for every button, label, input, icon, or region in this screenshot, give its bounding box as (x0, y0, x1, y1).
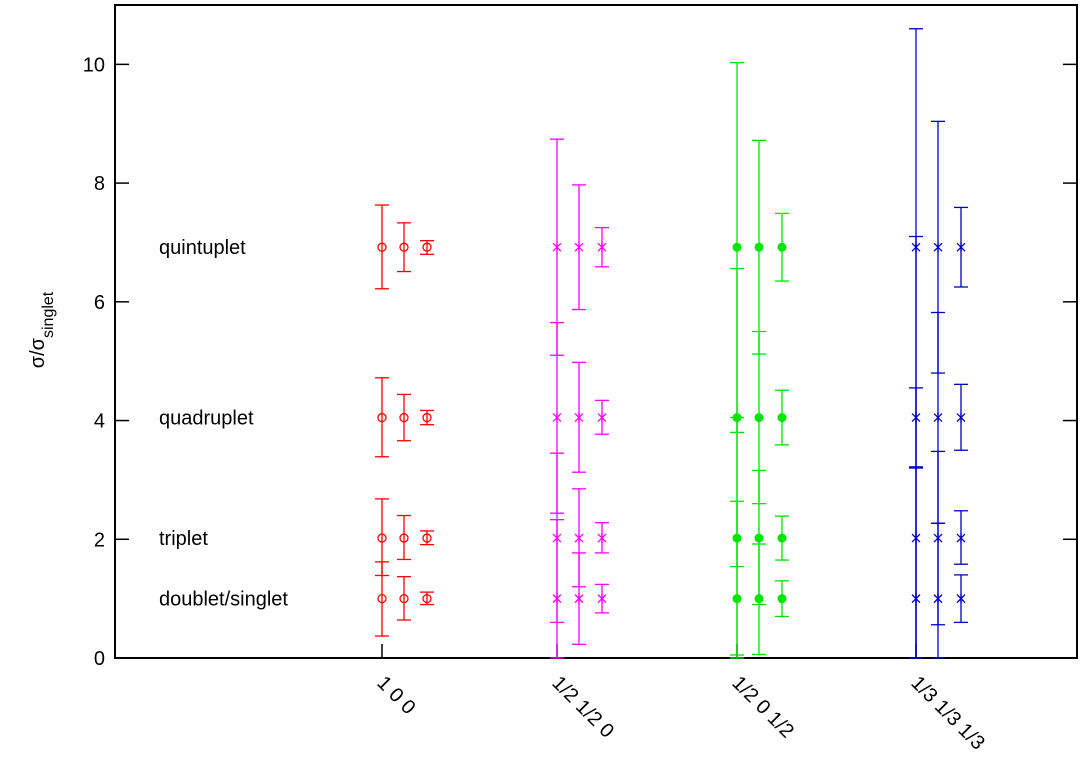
data-point (422, 533, 432, 543)
data-point (574, 412, 584, 423)
data-point (552, 412, 562, 423)
data-point (933, 593, 943, 604)
y-tick-label: 10 (83, 54, 105, 76)
data-point (754, 242, 764, 252)
data-point (777, 594, 787, 604)
data-point (422, 412, 432, 423)
data-point (911, 593, 921, 604)
data-point (956, 593, 966, 604)
data-point (422, 242, 432, 252)
data-point (399, 412, 409, 423)
y-tick-label: 8 (94, 173, 105, 195)
data-point (552, 593, 562, 604)
axes: 0 2 4 6 8 10 1 0 0 1/2 1/2 0 1/2 0 1/2 1/3 1/3 1/… (83, 4, 1078, 754)
x-tick-label: 1 0 0 (372, 672, 419, 719)
series-group (375, 204, 434, 637)
row-label: doublet/singlet (159, 589, 288, 611)
plot-frame (114, 4, 1078, 659)
x-tick-label: 1/3 1/3 1/3 (906, 672, 988, 754)
data-point (574, 593, 584, 604)
y-axis-label-subscript: singlet (40, 291, 57, 338)
x-tick-label: 1/2 0 1/2 (727, 672, 798, 743)
data-point (956, 533, 966, 544)
data-marks (375, 28, 968, 659)
data-point (597, 242, 607, 253)
data-point (377, 242, 387, 252)
y-tick-label: 0 (94, 648, 105, 670)
data-point (597, 533, 607, 544)
data-point (732, 594, 742, 604)
data-point (399, 242, 409, 252)
series-group (730, 61, 789, 659)
data-point (754, 533, 764, 543)
data-point (377, 412, 387, 423)
y-tick-label: 2 (94, 529, 105, 551)
data-point (754, 413, 764, 423)
data-point (933, 412, 943, 423)
row-label: triplet (159, 528, 208, 550)
data-point (777, 533, 787, 543)
data-point (754, 594, 764, 604)
data-point (399, 593, 409, 604)
data-point (399, 533, 409, 543)
series-group (909, 28, 968, 659)
data-point (422, 593, 432, 604)
y-tick-label: 6 (94, 292, 105, 314)
data-point (732, 242, 742, 252)
data-point (777, 242, 787, 252)
annotations: quintuplet quadruplet triplet doublet/singl… (159, 237, 288, 610)
row-label: quintuplet (159, 237, 246, 259)
data-point (956, 412, 966, 423)
data-point (377, 533, 387, 543)
data-point (933, 242, 943, 253)
data-point (777, 413, 787, 423)
x-tick-label: 1/2 1/2 0 (547, 672, 618, 743)
data-point (574, 533, 584, 544)
data-point (597, 412, 607, 423)
data-point (552, 242, 562, 253)
data-point (597, 593, 607, 604)
y-tick-label: 4 (94, 411, 105, 433)
data-point (574, 242, 584, 253)
row-label: quadruplet (159, 408, 254, 430)
data-point (377, 593, 387, 604)
y-axis-label: σ/σsinglet (27, 291, 57, 368)
data-point (956, 242, 966, 253)
series-group (550, 138, 609, 659)
